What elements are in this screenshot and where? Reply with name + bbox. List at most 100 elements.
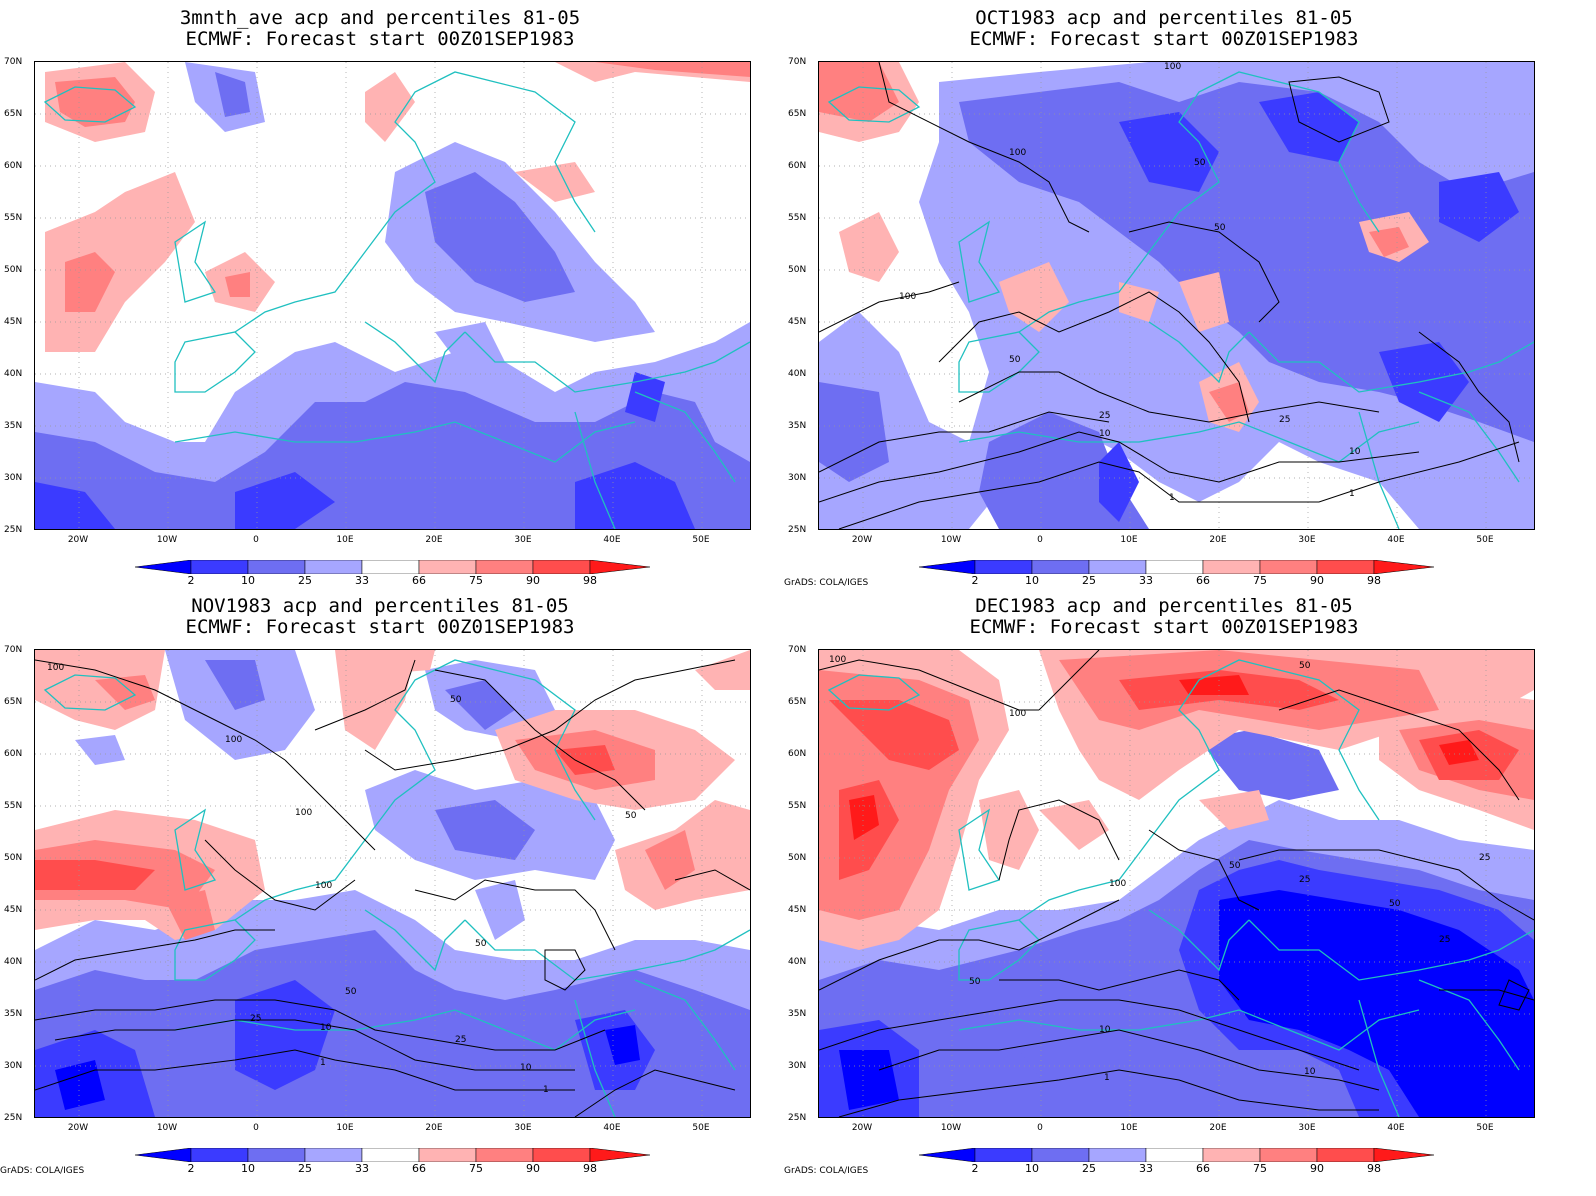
colorbar-tick: 66 [1196,1162,1210,1175]
colorbar-tick: 90 [526,574,540,587]
lon-label: 20W [851,1123,873,1133]
lon-label: 40E [1387,535,1405,545]
contour-label: 100 [295,808,312,818]
lat-label: 70N [788,645,807,655]
contour-label: 50 [345,987,357,997]
lon-label: 10W [156,535,178,545]
grads-credit: GrADS: COLA/IGES [784,578,869,588]
lon-label: 10W [940,535,962,545]
map-area: 100 100 100 100 50 50 50 50 25 25 10 10 … [34,649,751,1118]
colorbar-tick: 33 [355,574,369,587]
colorbar-tick: 25 [298,574,312,587]
contour-label: 10 [1099,1025,1111,1035]
panel-dec: DEC1983 acp and percentiles 81-05 ECMWF:… [784,588,1564,1176]
lon-label: 0 [253,1123,259,1133]
lat-label: 25N [788,525,807,535]
contour-label: 1 [320,1058,326,1068]
contour-label: 50 [1299,661,1311,671]
colorbar-tick: 75 [1253,1162,1267,1175]
lon-label: 10W [156,1123,178,1133]
colorbar-tick: 25 [1082,574,1096,587]
contour-label: 100 [47,663,64,673]
lon-label: 40E [603,535,621,545]
coastlines [43,659,750,1117]
contour-label: 100 [1109,879,1126,889]
contour-label: 100 [899,292,916,302]
lon-label: 50E [1476,535,1494,545]
contour-lines [819,62,1520,529]
lat-label: 40N [4,957,23,967]
colorbar-tick: 90 [1310,1162,1324,1175]
lat-label: 60N [788,161,807,171]
lon-label: 50E [692,535,710,545]
lat-label: 35N [788,1009,807,1019]
colorbar-tick: 2 [187,1162,195,1175]
contour-label: 25 [1099,411,1110,421]
lon-label: 0 [253,535,259,545]
map-svg: 100 100 100 50 50 50 25 25 10 10 1 1 [819,62,1534,529]
contour-label: 10 [1349,447,1361,457]
lon-label: 50E [1476,1123,1494,1133]
grid-lines [819,650,1534,1117]
lon-label: 40E [603,1123,621,1133]
percentile-fill [35,62,750,529]
lat-label: 65N [788,697,807,707]
percentile-fill [819,62,1534,529]
contour-lines [819,650,1534,1117]
colorbar-tick: 90 [1310,574,1324,587]
contour-label: 1 [1349,489,1355,499]
lat-label: 30N [4,1061,23,1071]
contour-label: 100 [1164,62,1181,72]
contour-label: 10 [520,1063,532,1073]
contour-label: 1 [1169,493,1175,503]
contour-label: 50 [475,939,487,949]
contour-label: 25 [455,1035,466,1045]
colorbar-tick: 10 [241,574,255,587]
colorbar-tick: 2 [971,1162,979,1175]
lat-label: 55N [4,213,23,223]
map-area: 100 100 100 50 50 50 25 25 10 10 1 1 [818,61,1535,530]
contour-label: 25 [250,1014,261,1024]
lat-label: 30N [788,473,807,483]
coastlines [43,71,750,529]
map-area: 100 100 100 50 50 50 50 25 25 25 10 10 1 [818,649,1535,1118]
panel-nov: NOV1983 acp and percentiles 81-05 ECMWF:… [0,588,780,1176]
contour-label: 50 [625,811,637,821]
lat-label: 60N [4,749,23,759]
lat-label: 55N [788,213,807,223]
colorbar [919,1148,1434,1162]
lon-label: 0 [1037,1123,1043,1133]
contour-label: 10 [320,1023,332,1033]
colorbar-tick: 75 [469,1162,483,1175]
lon-label: 30E [1298,1123,1316,1133]
lon-label: 40E [1387,1123,1405,1133]
lat-label: 40N [788,957,807,967]
colorbar-tick: 66 [412,574,426,587]
panel-oct: OCT1983 acp and percentiles 81-05 ECMWF:… [784,0,1564,588]
lat-label: 45N [4,905,23,915]
colorbar-tick: 98 [583,574,597,587]
panel-title-line2: ECMWF: Forecast start 00Z01SEP1983 [969,616,1359,638]
contour-label: 50 [1214,223,1226,233]
lon-label: 20W [67,1123,89,1133]
contour-label: 25 [1279,415,1290,425]
lat-label: 35N [4,421,23,431]
lat-label: 25N [788,1113,807,1123]
lon-label: 30E [514,1123,532,1133]
contour-labels: 100 100 100 50 50 50 25 25 10 10 1 1 [899,62,1361,503]
lat-label: 65N [4,109,23,119]
lat-label: 70N [4,57,23,67]
colorbar-tick: 75 [469,574,483,587]
lat-label: 40N [788,369,807,379]
lat-label: 60N [4,161,23,171]
lat-label: 65N [788,109,807,119]
colorbar-tick: 10 [241,1162,255,1175]
contour-label: 1 [543,1085,549,1095]
lat-label: 45N [788,905,807,915]
contour-label: 100 [1009,709,1026,719]
colorbar-tick: 25 [298,1162,312,1175]
contour-label: 1 [1104,1073,1110,1083]
grads-credit: GrADS: COLA/IGES [784,1166,869,1176]
lon-label: 30E [1298,535,1316,545]
colorbar-tick: 2 [971,574,979,587]
